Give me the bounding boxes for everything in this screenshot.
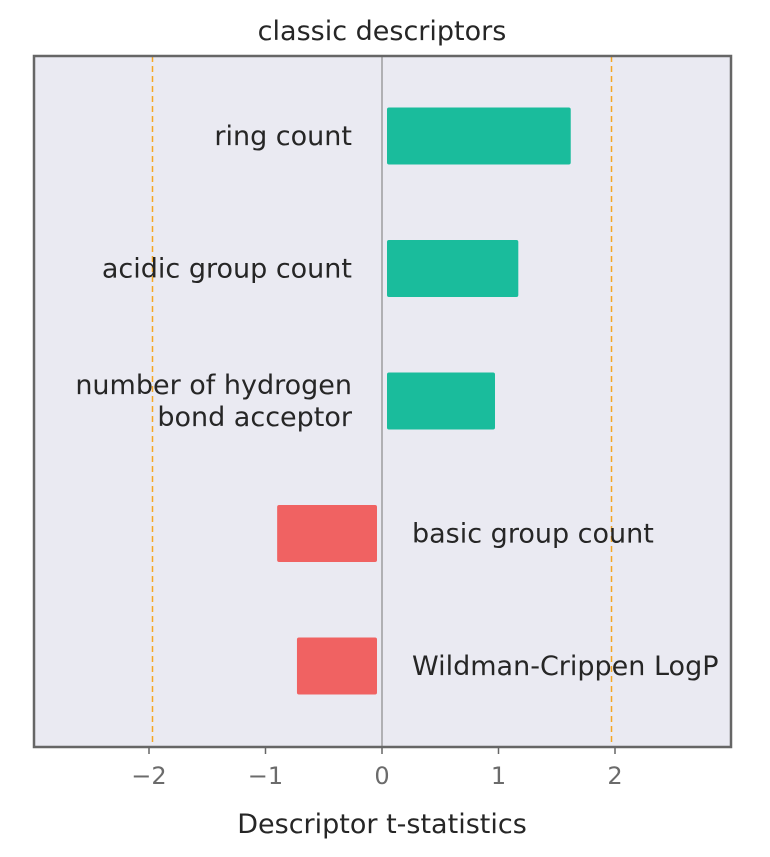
category-label-4: Wildman-Crippen LogP	[412, 651, 719, 682]
category-label-1: acidic group count	[102, 254, 352, 285]
x-tick-label-3: 1	[491, 762, 506, 790]
x-axis-ticks: −2 −1 0 1 2	[131, 747, 623, 790]
x-tick-label-0: −2	[131, 762, 166, 790]
bar-4	[296, 637, 377, 695]
chart-title: classic descriptors	[258, 16, 507, 47]
reference-lines	[151, 56, 613, 747]
x-tick-label-2: 0	[374, 762, 389, 790]
x-axis-label: Descriptor t-statistics	[237, 809, 527, 840]
bar-0	[387, 107, 571, 165]
bar-2	[387, 372, 496, 430]
category-label-2: number of hydrogen bond acceptor	[75, 370, 353, 433]
x-tick-label-4: 2	[607, 762, 622, 790]
bar-3	[277, 505, 377, 562]
bars	[277, 107, 571, 695]
category-label-3: basic group count	[412, 519, 654, 550]
bar-1	[387, 240, 519, 297]
category-label-0: ring count	[214, 121, 352, 152]
category-labels: ring count acidic group count number of hy…	[75, 121, 718, 682]
x-tick-label-1: −1	[248, 762, 283, 790]
